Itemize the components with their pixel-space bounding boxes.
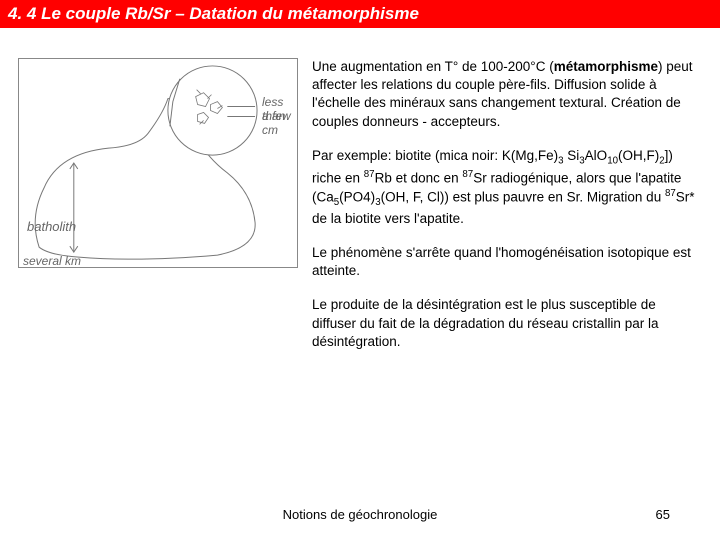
p2a: Par exemple: biotite (mica noir: K(Mg,Fe… [312, 148, 558, 163]
page-number: 65 [656, 507, 670, 522]
sup87c: 87 [665, 188, 676, 199]
p2d: (OH,F) [618, 148, 659, 163]
content-area: less than a few cm batholith several km … [0, 28, 720, 367]
label-severalkm: several km [23, 254, 81, 268]
paragraph-3: Le phénomène s'arrête quand l'homogénéis… [312, 244, 702, 280]
footer-text: Notions de géochronologie [0, 507, 720, 522]
label-afewcm: a few cm [262, 109, 297, 137]
sup87a: 87 [364, 169, 375, 180]
sub10: 10 [607, 156, 618, 167]
p2f: Rb et donc en [375, 170, 463, 185]
p2c: AlO [585, 148, 608, 163]
paragraph-1: Une augmentation en T° de 100-200°C (mét… [312, 58, 702, 131]
batholith-diagram: less than a few cm batholith several km [18, 58, 298, 268]
p1a: Une augmentation en T° de 100-200°C ( [312, 59, 554, 74]
paragraph-4: Le produite de la désintégration est le … [312, 296, 702, 351]
p2b: Si [564, 148, 580, 163]
paragraph-2: Par exemple: biotite (mica noir: K(Mg,Fe… [312, 147, 702, 228]
label-batholith: batholith [27, 219, 76, 234]
p2i: (OH, F, Cl)) est plus pauvre en Sr. Migr… [381, 190, 665, 205]
section-title: 4. 4 Le couple Rb/Sr – Datation du métam… [0, 0, 720, 28]
p2h: (PO4) [339, 190, 375, 205]
body-text: Une augmentation en T° de 100-200°C (mét… [312, 58, 702, 367]
sup87b: 87 [462, 169, 473, 180]
p1-bold: métamorphisme [554, 59, 658, 74]
